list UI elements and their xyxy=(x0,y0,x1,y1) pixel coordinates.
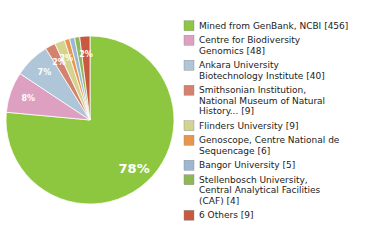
legend-swatch xyxy=(184,60,194,70)
legend-label-line: National Museum of Natural xyxy=(199,96,325,106)
data-label: 2% xyxy=(79,50,93,59)
legend-swatch xyxy=(184,175,194,185)
legend-swatch xyxy=(184,210,194,220)
legend-label: Mined from GenBank, NCBI [456] xyxy=(199,21,348,31)
legend-label: Ankara UniversityBiotechnology Institute… xyxy=(199,60,325,81)
legend-label-line: Genoscope, Centre National de xyxy=(199,135,340,145)
legend-label-line: (CAF) [4] xyxy=(199,196,239,206)
data-label: 8% xyxy=(21,94,35,103)
data-label: 2% xyxy=(60,54,74,63)
legend-label: Smithsonian Institution,National Museum … xyxy=(199,85,325,116)
legend-swatch xyxy=(184,121,194,131)
slices xyxy=(6,36,174,204)
legend-label-line: History... [9] xyxy=(199,106,254,116)
data-label: 7% xyxy=(38,68,52,77)
legend-swatch xyxy=(184,135,194,145)
chart: 78%8%7%2%2%2%Mined from GenBank, NCBI [4… xyxy=(0,0,380,240)
legend-label-line: 6 Others [9] xyxy=(199,210,253,220)
legend-swatch xyxy=(184,85,194,95)
data-labels: 78%8%7%2%2%2% xyxy=(21,50,149,176)
legend-label-line: Centre for Biodiversity xyxy=(199,35,301,45)
legend-label: Genoscope, Centre National deSequencage … xyxy=(199,135,340,156)
pie-slice xyxy=(6,36,174,204)
legend-swatch xyxy=(184,160,194,170)
legend-label-line: Sequencage [6] xyxy=(199,146,270,156)
legend-label: Flinders University [9] xyxy=(199,121,298,131)
legend-swatch xyxy=(184,35,194,45)
legend-label: Stellenbosch University,Central Analytic… xyxy=(199,175,321,206)
legend: Mined from GenBank, NCBI [456] Centre for… xyxy=(184,21,348,221)
legend-label-line: Genomics [48] xyxy=(199,46,265,56)
legend-label-line: Flinders University [9] xyxy=(199,121,298,131)
legend-label: 6 Others [9] xyxy=(199,210,253,220)
legend-label-line: Stellenbosch University, xyxy=(199,175,308,185)
legend-label: Centre for BiodiversityGenomics [48] xyxy=(199,35,301,56)
pie-slice xyxy=(80,36,90,120)
legend-swatch xyxy=(184,21,194,31)
legend-label-line: Ankara University xyxy=(199,60,280,70)
legend-label-line: Central Analytical Facilities xyxy=(199,185,321,195)
legend-label-line: Mined from GenBank, NCBI [456] xyxy=(199,21,348,31)
legend-label-line: Bangor University [5] xyxy=(199,160,295,170)
data-label: 78% xyxy=(119,161,150,176)
legend-label-line: Smithsonian Institution, xyxy=(199,85,306,95)
legend-label: Bangor University [5] xyxy=(199,160,295,170)
legend-label-line: Biotechnology Institute [40] xyxy=(199,71,325,81)
